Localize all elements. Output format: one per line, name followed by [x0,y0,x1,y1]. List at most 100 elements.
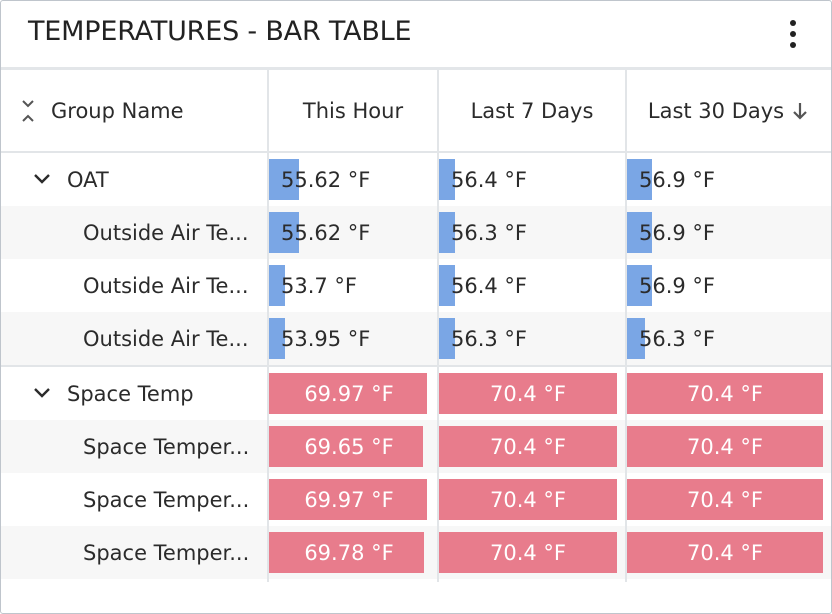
cell-value: 70.4 °F [686,381,763,406]
value-bar [439,479,617,520]
widget-title: TEMPERATURES - BAR TABLE [28,16,412,47]
bar-cell: 56.9 °F [627,259,831,312]
bar-cell: 53.7 °F [269,259,437,312]
point-name: Outside Air Te... [83,273,249,298]
kebab-menu-icon[interactable] [782,19,804,51]
group-row[interactable]: OAT 55.62 °F 56.4 °F 56.9 °F [1,153,831,206]
group-row[interactable]: Space Temp 69.97 °F 70.4 °F 70.4 °F [1,367,831,420]
bar-cell: 69.97 °F [269,473,437,526]
value-bar [269,265,285,306]
point-name: Outside Air Te... [83,326,249,351]
cell-value: 56.9 °F [639,273,716,298]
bar-cell: 56.9 °F [627,206,831,259]
table-row[interactable]: Outside Air Te... 55.62 °F 56.3 °F 56.9 °F [1,206,831,259]
value-bar [269,532,424,573]
cell-value: 56.4 °F [451,273,528,298]
value-bar [627,426,823,467]
cell-value: 53.7 °F [281,273,358,298]
cell-value: 56.9 °F [639,167,716,192]
value-bar [439,318,455,359]
cell-value: 56.9 °F [639,220,716,245]
value-bar [627,479,823,520]
value-bar [627,212,652,253]
bar-cell: 56.3 °F [627,312,831,365]
bar-cell: 70.4 °F [439,420,625,473]
bar-cell: 55.62 °F [269,153,437,206]
bar-cell: 56.3 °F [439,206,625,259]
value-bar [627,265,652,306]
bar-cell: 70.4 °F [627,420,831,473]
value-bar [439,532,617,573]
column-header-group-name[interactable]: Group Name [51,98,184,123]
table-row[interactable]: Space Temper... 69.65 °F 70.4 °F 70.4 °F [1,420,831,473]
value-bar [439,426,617,467]
column-header-last-7-days[interactable]: Last 7 Days [470,98,594,123]
arrow-down-icon [793,102,807,120]
value-bar [269,318,285,359]
column-header-last-30-days-label: Last 30 Days [647,98,785,123]
value-bar [269,159,299,200]
point-name: Space Temper... [83,434,250,459]
cell-value: 69.78 °F [304,540,394,565]
bar-cell: 70.4 °F [627,473,831,526]
value-bar [627,532,823,573]
point-name: Space Temper... [83,540,250,565]
bar-cell: 70.4 °F [627,367,831,420]
column-header-last-30-days[interactable]: Last 30 Days [627,70,831,151]
cell-value: 69.97 °F [304,381,394,406]
bar-cell: 69.97 °F [269,367,437,420]
cell-value: 70.4 °F [686,540,763,565]
cell-value: 55.62 °F [281,220,371,245]
bar-cell: 69.78 °F [269,526,437,579]
cell-value: 70.4 °F [489,381,566,406]
value-bar [439,265,455,306]
cell-value: 69.65 °F [304,434,394,459]
column-header-this-hour[interactable]: This Hour [302,98,404,123]
value-bar [269,479,427,520]
cell-value: 70.4 °F [489,487,566,512]
value-bar [627,318,645,359]
bar-cell: 70.4 °F [439,473,625,526]
cell-value: 53.95 °F [281,326,371,351]
bar-cell: 70.4 °F [627,526,831,579]
table-header: Group Name This Hour Last 7 Days Last 30… [1,70,831,153]
table-row[interactable]: Space Temper... 69.97 °F 70.4 °F 70.4 °F [1,473,831,526]
bar-cell: 53.95 °F [269,312,437,365]
bar-cell: 56.9 °F [627,153,831,206]
bar-cell: 56.4 °F [439,153,625,206]
value-bar [269,426,423,467]
value-bar [269,212,299,253]
table-row[interactable]: Outside Air Te... 53.7 °F 56.4 °F 56.9 °F [1,259,831,312]
cell-value: 56.3 °F [451,220,528,245]
bar-cell: 56.4 °F [439,259,625,312]
cell-value: 55.62 °F [281,167,371,192]
column-divider [625,70,627,582]
column-divider [267,70,269,582]
group-name: Space Temp [67,381,194,406]
value-bar [439,373,617,414]
cell-value: 70.4 °F [489,540,566,565]
collapse-all-icon[interactable] [20,98,36,124]
bar-cell: 55.62 °F [269,206,437,259]
chevron-down-icon[interactable] [32,367,52,420]
table-row[interactable]: Outside Air Te... 53.95 °F 56.3 °F 56.3 °F [1,312,831,365]
bar-cell: 70.4 °F [439,367,625,420]
bar-cell: 69.65 °F [269,420,437,473]
group-separator [1,365,831,367]
cell-value: 70.4 °F [686,434,763,459]
bar-cell: 56.3 °F [439,312,625,365]
point-name: Space Temper... [83,487,250,512]
cell-value: 56.3 °F [451,326,528,351]
group-name: OAT [67,167,109,192]
value-bar [627,373,823,414]
value-bar [439,212,455,253]
point-name: Outside Air Te... [83,220,249,245]
cell-value: 56.4 °F [451,167,528,192]
value-bar [627,159,652,200]
table-row[interactable]: Space Temper... 69.78 °F 70.4 °F 70.4 °F [1,526,831,579]
cell-value: 69.97 °F [304,487,394,512]
value-bar [439,159,455,200]
cell-value: 70.4 °F [686,487,763,512]
chevron-down-icon[interactable] [32,153,52,206]
